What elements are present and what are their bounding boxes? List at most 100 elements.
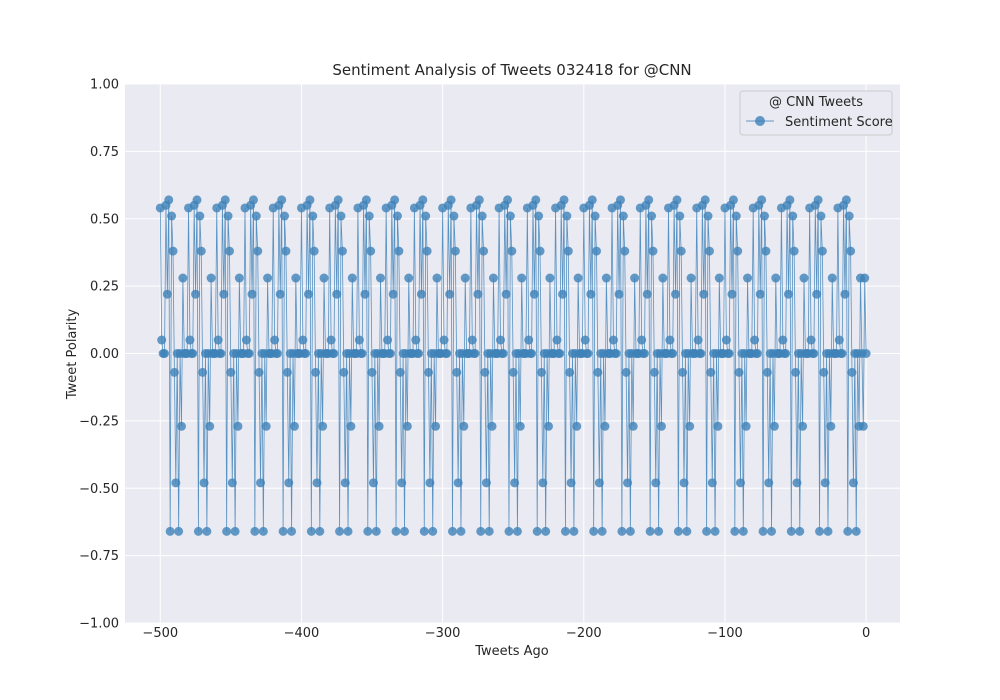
- data-point: [282, 367, 292, 377]
- data-point: [336, 211, 346, 221]
- data-point: [637, 335, 647, 345]
- data-point: [368, 478, 378, 488]
- data-point: [425, 478, 435, 488]
- legend-series-label: Sentiment Score: [785, 115, 893, 130]
- data-point: [529, 289, 539, 299]
- data-point: [583, 349, 593, 358]
- data-point: [682, 526, 692, 536]
- data-point: [738, 526, 748, 536]
- data-point: [658, 273, 668, 283]
- data-point: [318, 421, 328, 431]
- data-point: [347, 273, 357, 283]
- data-point: [326, 335, 336, 345]
- data-point: [767, 526, 777, 536]
- data-point: [477, 211, 487, 221]
- data-point: [769, 421, 779, 431]
- data-point: [623, 478, 633, 488]
- y-tick-label: −0.75: [79, 549, 119, 564]
- data-point: [244, 349, 254, 358]
- data-point: [724, 349, 734, 358]
- data-point: [392, 211, 402, 221]
- data-point: [248, 195, 258, 205]
- y-tick-label: 0.50: [90, 212, 119, 227]
- data-point: [861, 349, 871, 358]
- data-point: [827, 273, 837, 283]
- data-point: [573, 273, 583, 283]
- data-point: [755, 289, 765, 299]
- data-point: [498, 349, 508, 358]
- data-point: [261, 421, 271, 431]
- data-point: [552, 335, 562, 345]
- data-point: [597, 526, 607, 536]
- data-point: [848, 478, 858, 488]
- data-point: [402, 421, 412, 431]
- data-point: [185, 335, 195, 345]
- data-point: [394, 246, 404, 256]
- data-point: [277, 195, 287, 205]
- legend: @ CNN Tweets Sentiment Score: [739, 90, 893, 136]
- data-point: [479, 246, 489, 256]
- data-point: [702, 526, 712, 536]
- data-point: [608, 335, 618, 345]
- chart-title: Sentiment Analysis of Tweets 032418 for …: [332, 61, 691, 79]
- data-point: [275, 289, 285, 299]
- data-point: [601, 273, 611, 283]
- data-point: [823, 526, 833, 536]
- data-point: [428, 526, 438, 536]
- data-point: [676, 246, 686, 256]
- data-point: [786, 526, 796, 536]
- data-point: [589, 526, 599, 536]
- data-point: [591, 246, 601, 256]
- data-point: [168, 246, 178, 256]
- y-tick-label: 0.25: [90, 280, 119, 295]
- data-point: [167, 211, 177, 221]
- data-point: [360, 289, 370, 299]
- data-point: [721, 335, 731, 345]
- x-tick-label: −300: [425, 626, 461, 641]
- data-point: [272, 349, 282, 358]
- legend-title: @ CNN Tweets: [769, 95, 863, 110]
- data-point: [798, 421, 808, 431]
- data-point: [590, 211, 600, 221]
- data-point: [312, 478, 322, 488]
- data-point: [714, 273, 724, 283]
- data-point: [289, 421, 299, 431]
- data-point: [565, 367, 575, 377]
- data-point: [788, 211, 798, 221]
- y-tick-label: 0.75: [90, 145, 119, 160]
- data-point: [291, 273, 301, 283]
- data-point: [791, 367, 801, 377]
- data-point: [442, 349, 452, 358]
- data-point: [470, 349, 480, 358]
- data-point: [673, 526, 683, 536]
- data-point: [171, 478, 181, 488]
- y-tick-labels: −1.00 −0.75 −0.50 −0.25 0.00 0.25 0.50 0.75 1.00: [79, 78, 119, 632]
- data-point: [332, 289, 342, 299]
- data-point: [165, 526, 175, 536]
- data-point: [395, 367, 405, 377]
- data-point: [620, 246, 630, 256]
- data-point: [391, 526, 401, 536]
- data-point: [656, 421, 666, 431]
- data-point: [421, 211, 431, 221]
- data-point: [630, 273, 640, 283]
- data-point: [450, 246, 460, 256]
- data-point: [700, 195, 710, 205]
- data-point: [178, 273, 188, 283]
- data-point: [306, 526, 316, 536]
- data-point: [376, 273, 386, 283]
- data-point: [566, 478, 576, 488]
- data-point: [467, 335, 477, 345]
- data-point: [304, 289, 314, 299]
- data-point: [363, 526, 373, 536]
- data-point: [371, 526, 381, 536]
- data-point: [778, 335, 788, 345]
- data-point: [162, 289, 172, 299]
- data-point: [809, 349, 819, 358]
- data-point: [614, 289, 624, 299]
- data-point: [560, 526, 570, 536]
- data-point: [820, 478, 830, 488]
- data-point: [263, 273, 273, 283]
- data-point: [837, 349, 847, 358]
- data-point: [284, 478, 294, 488]
